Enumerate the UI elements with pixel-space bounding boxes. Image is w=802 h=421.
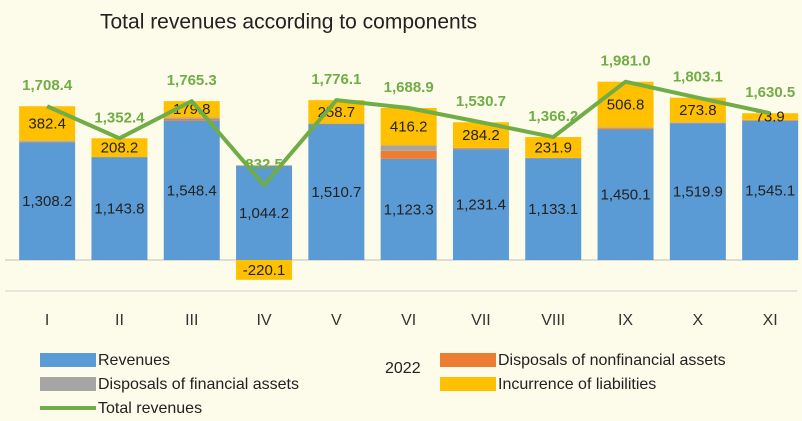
data-label: -220.1 [243,262,286,279]
x-tick-label: IX [618,312,633,329]
line-label: 1,765.3 [167,72,217,89]
bar-segment [597,127,654,129]
data-label: 284.2 [462,127,500,144]
legend-swatch [40,353,96,367]
line-label: 1,366.2 [528,108,578,125]
x-tick-label: I [45,312,49,329]
bar-segment [308,124,365,260]
total-line [46,79,771,188]
bar-segment [91,157,148,260]
line-label: 1,352.4 [94,109,145,126]
data-label: 1,545.1 [745,182,795,199]
bar-segment [236,260,293,280]
bar-segment [308,123,365,125]
data-label: 1,450.1 [601,187,651,204]
bar-segment [742,113,799,120]
chart-title: Total revenues according to components [100,11,477,34]
x-tick-label: VIII [541,312,565,329]
line-label: 1,803.1 [673,69,723,86]
bar-segment [163,118,220,121]
line-label: 1,776.1 [311,71,361,88]
data-label: 1,510.7 [311,184,361,201]
bar-segment [452,147,509,149]
line-label: 1,530.7 [456,93,506,110]
data-label: 258.7 [318,104,356,121]
data-label: 231.9 [534,139,572,156]
data-label: 1,143.8 [94,200,144,217]
data-label: 1,123.3 [384,201,434,218]
legend-label: Disposals of nonfinancial assets [498,352,726,369]
x-tick-label: XI [763,312,778,329]
bar-segment [380,158,437,260]
line-label: 1,708.4 [22,77,73,94]
data-label: 1,548.4 [167,182,217,199]
bar-segment [452,149,509,260]
x-tick-label: X [693,312,704,329]
bar-segment [163,120,220,260]
x-tick-label: V [331,312,342,329]
bar-segment [308,123,365,124]
bar-segment [19,141,76,143]
legend-label: Total revenues [98,400,202,417]
bar-segment [163,117,220,119]
legend-note: 2022 [385,360,421,377]
bar-segment [91,138,148,158]
legend-swatch [440,377,496,391]
bar-segment [236,165,293,166]
line-label: 1,630.5 [745,84,795,101]
data-label: 416.2 [390,119,428,136]
data-label: 1,231.4 [456,197,506,214]
data-label: 506.8 [607,96,645,113]
line-label: 832.5 [245,156,283,173]
x-tick-label: VII [471,312,491,329]
x-tick-label: III [185,312,198,329]
legend-swatch [40,377,96,391]
legend-swatch [440,353,496,367]
data-label: 1,519.9 [673,184,723,201]
data-label: 208.2 [101,140,139,157]
bar-segment [742,119,799,121]
bar-segment [91,157,148,158]
bar-segment [669,123,726,260]
bar-segment [380,107,437,146]
bar-segment [742,120,799,121]
data-label: 382.4 [28,115,66,132]
legend-label: Disposals of financial assets [98,376,299,393]
bar-segment [742,120,799,260]
x-tick-label: VI [401,312,416,329]
bar-segment [669,122,726,124]
data-label: 1,308.2 [22,193,72,210]
bar-segment [380,145,437,151]
bar-segment [597,128,654,130]
bar-segment [597,129,654,260]
legend-label: Incurrence of liabilities [498,376,656,393]
legend-label: Revenues [98,352,170,369]
bar-segment [380,150,437,159]
bar-segment [236,165,293,167]
data-label: 1,044.2 [239,205,289,222]
line-label: 1,688.9 [384,79,434,96]
bar-segment [236,166,293,260]
bar-segment [525,158,582,260]
bar-segment [19,106,76,141]
bar-segment [525,137,582,158]
bar-segment [669,122,726,123]
x-tick-label: II [115,312,124,329]
bar-segment [525,157,582,159]
x-tick-label: IV [256,312,271,329]
bar-segment [19,140,76,142]
line-label: 1,981.0 [601,53,651,70]
data-label: 273.8 [679,102,717,119]
bar-segment [452,148,509,150]
bar-segment [163,101,220,118]
bar-segment [19,142,76,260]
data-label: 1,133.1 [528,201,578,218]
bar-segment [597,81,654,128]
